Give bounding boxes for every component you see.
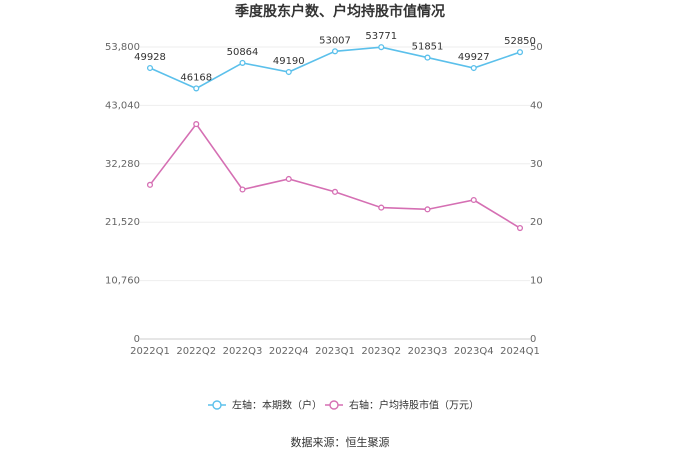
chart-title: 季度股东户数、户均持股市值情况: [234, 3, 445, 20]
left-axis-ticks: 0 10,760 21,520 32,280 43,040 53,800: [105, 42, 140, 345]
series-line: [149, 122, 521, 229]
legend: 左轴：本期数（户） 右轴：户均持股市值（万元）: [208, 399, 479, 412]
x-tick-label: 2022Q1: [130, 346, 170, 357]
series-layer: 49928 46168 50864 49190 53007 53771 51851 49927…: [134, 31, 536, 232]
data-point: [424, 206, 431, 213]
data-point: [378, 44, 385, 51]
data-point: [516, 49, 524, 56]
left-tick-label: 32,280: [105, 159, 140, 170]
data-point: [424, 54, 431, 61]
right-tick-label: 40: [530, 100, 543, 111]
x-tick-label: 2022Q2: [176, 346, 216, 357]
right-tick-label: 0: [530, 334, 536, 345]
data-point: [239, 186, 246, 193]
right-tick-label: 50: [530, 42, 543, 53]
x-tick-label: 2023Q1: [315, 346, 355, 357]
series-1: 49928 46168 50864 49190 53007 53771 51851 49927…: [134, 31, 536, 92]
right-tick-label: 10: [530, 276, 543, 287]
data-label: 49928: [134, 52, 166, 63]
right-tick-label: 30: [530, 159, 543, 170]
left-tick-label: 0: [134, 334, 140, 345]
data-label: 51851: [412, 42, 444, 53]
data-point: [193, 85, 200, 92]
x-tick-label: 2024Q1: [500, 346, 540, 357]
data-source: 数据来源：恒生聚源: [291, 435, 390, 449]
legend-marker: [212, 400, 222, 410]
data-point: [331, 188, 339, 195]
series-2: [146, 121, 524, 232]
legend-item-2[interactable]: 右轴：户均持股市值（万元）: [325, 399, 479, 412]
grid: [140, 46, 530, 340]
legend-marker: [329, 400, 339, 410]
left-tick-label: 43,040: [105, 100, 140, 111]
data-point: [470, 64, 477, 72]
data-label: 49190: [273, 56, 305, 67]
legend-item-1[interactable]: 左轴：本期数（户）: [208, 399, 322, 412]
x-tick-label: 2022Q3: [223, 346, 263, 357]
x-axis-ticks: 2022Q1 2022Q2 2022Q3 2022Q4 2023Q1 2023Q2 2023…: [130, 346, 540, 357]
data-point: [378, 204, 385, 211]
data-label: 49927: [458, 52, 490, 63]
data-label: 46168: [180, 72, 212, 83]
data-point: [331, 48, 339, 55]
data-point: [285, 175, 292, 183]
data-point: [146, 64, 154, 72]
left-tick-label: 21,520: [105, 217, 140, 228]
legend-label: 右轴：户均持股市值（万元）: [349, 399, 479, 412]
left-tick-label: 53,800: [105, 42, 140, 53]
x-tick-label: 2023Q2: [361, 346, 401, 357]
right-tick-label: 20: [530, 217, 543, 228]
data-point: [285, 68, 292, 76]
x-tick-label: 2022Q4: [269, 346, 309, 357]
data-label: 53007: [319, 35, 351, 46]
x-tick-label: 2023Q4: [454, 346, 494, 357]
data-point: [516, 224, 524, 232]
left-tick-label: 10,760: [105, 276, 140, 287]
data-label: 53771: [365, 31, 397, 42]
x-tick-label: 2023Q3: [408, 346, 448, 357]
data-point: [470, 196, 477, 204]
legend-label: 左轴：本期数（户）: [232, 399, 322, 412]
data-point: [146, 181, 154, 188]
right-axis-ticks: 0 10 20 30 40 50: [530, 42, 543, 345]
data-label: 52850: [504, 36, 536, 47]
data-label: 50864: [227, 47, 259, 58]
data-point: [193, 121, 200, 128]
data-point: [239, 59, 246, 66]
